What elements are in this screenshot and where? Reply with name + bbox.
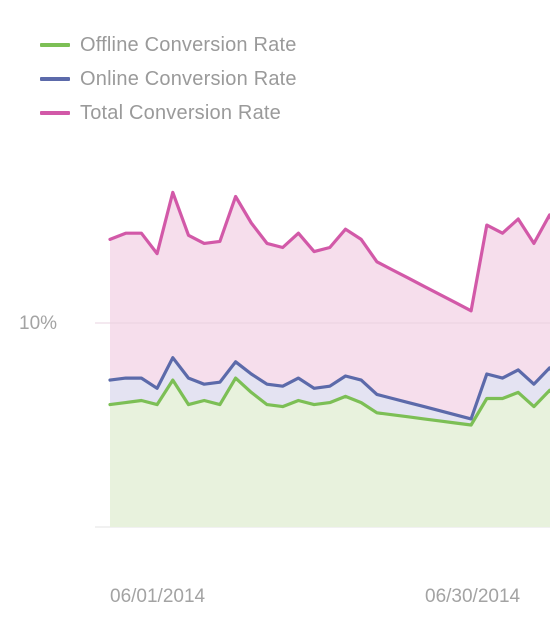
series-lines [108, 190, 550, 427]
y-tick-label-10: 10% [19, 313, 57, 334]
x-tick-label-start: 06/01/2014 [110, 586, 206, 607]
series-line-online[interactable] [108, 356, 550, 421]
legend-label-total: Total Conversion Rate [80, 101, 281, 124]
series-line-offline[interactable] [108, 376, 550, 427]
legend: Offline Conversion Rate Online Conversio… [40, 28, 297, 130]
area-online [110, 357, 550, 425]
legend-label-offline: Offline Conversion Rate [80, 33, 297, 56]
legend-item-total[interactable]: Total Conversion Rate [40, 96, 297, 130]
legend-swatch-total [40, 111, 70, 115]
legend-swatch-online [40, 77, 70, 81]
legend-label-online: Online Conversion Rate [80, 67, 297, 90]
legend-swatch-offline [40, 43, 70, 47]
series-areas [110, 192, 550, 527]
legend-item-offline[interactable]: Offline Conversion Rate [40, 28, 297, 62]
area-total [110, 192, 550, 419]
axis-ticks: 10% 06/01/2014 06/30/2014 [19, 313, 521, 607]
x-tick-label-end: 06/30/2014 [425, 586, 521, 607]
area-offline [110, 378, 550, 527]
series-line-total[interactable] [108, 190, 550, 313]
legend-item-online[interactable]: Online Conversion Rate [40, 62, 297, 96]
